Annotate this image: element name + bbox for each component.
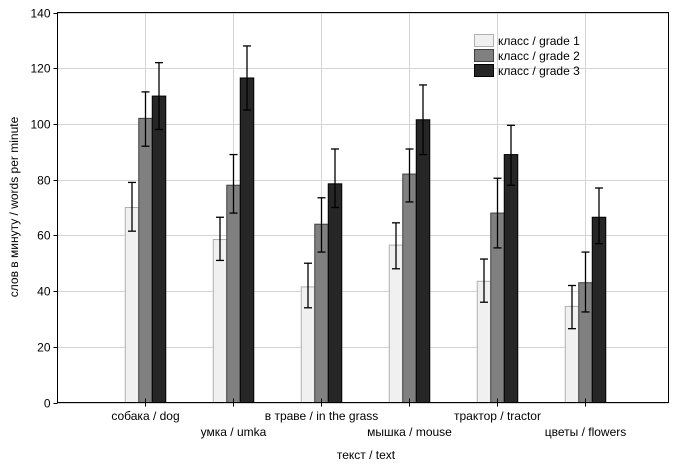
bar-grade-3	[151, 95, 167, 403]
error-bar	[405, 148, 414, 203]
bar-grade-3	[415, 119, 431, 403]
error-bar	[216, 216, 224, 262]
x-tick-label: умка / umka	[201, 425, 267, 439]
x-tick-label: в траве / in the grass	[265, 409, 379, 423]
legend-label: класс / grade 2	[498, 49, 580, 63]
bar-grade-2	[226, 184, 241, 403]
error-bar	[304, 262, 312, 309]
y-tick-label: 120	[30, 62, 50, 76]
y-tick-label: 0	[44, 397, 51, 411]
x-axis: собака / dog умка / umka в траве / in the …	[111, 398, 627, 439]
y-tick-label: 20	[37, 341, 51, 355]
plot-frame	[57, 12, 669, 403]
error-bar	[331, 148, 339, 209]
error-bar	[128, 181, 136, 232]
y-axis: 0 20 40 60 80 100 120 140	[30, 7, 58, 411]
error-bar	[392, 222, 400, 270]
y-tick-label: 140	[30, 7, 50, 21]
x-tick-label: цветы / flowers	[545, 425, 627, 439]
legend-swatch	[474, 34, 494, 47]
legend-swatch	[474, 49, 494, 62]
error-bar	[419, 84, 427, 156]
y-tick-label: 60	[37, 229, 51, 243]
bar-grade-3	[239, 77, 255, 403]
y-axis-label: слов в минуту / words per minute	[7, 116, 21, 297]
error-bar	[493, 177, 502, 249]
y-tick-label: 40	[37, 285, 51, 299]
legend-label: класс / grade 3	[498, 64, 580, 78]
error-bar	[581, 251, 590, 313]
error-bar	[595, 187, 603, 245]
error-bar	[480, 258, 488, 303]
error-bar	[507, 124, 515, 186]
bar-grade-3	[327, 183, 343, 403]
error-bar	[229, 153, 238, 214]
bar-grade-1	[124, 207, 140, 403]
bar-grade-3	[591, 216, 607, 403]
bar-grade-1	[212, 239, 228, 403]
error-bar	[243, 45, 251, 111]
bar-grade-2	[402, 173, 417, 403]
legend-swatch	[474, 64, 494, 77]
error-bar	[155, 61, 163, 131]
error-bar	[141, 91, 150, 147]
legend-label: класс / grade 1	[498, 34, 580, 48]
error-bar	[568, 284, 576, 330]
bar-grade-3	[503, 154, 519, 403]
x-tick-label: трактор / tractor	[454, 409, 541, 423]
error-bar	[317, 197, 326, 253]
x-axis-label: текст / text	[337, 448, 396, 462]
x-tick-label: мышка / mouse	[367, 425, 452, 439]
bars	[124, 45, 607, 404]
x-tick-label: собака / dog	[111, 409, 179, 423]
y-tick-label: 100	[30, 118, 50, 132]
y-tick-label: 80	[37, 174, 51, 188]
bar-grade-2	[138, 117, 153, 403]
